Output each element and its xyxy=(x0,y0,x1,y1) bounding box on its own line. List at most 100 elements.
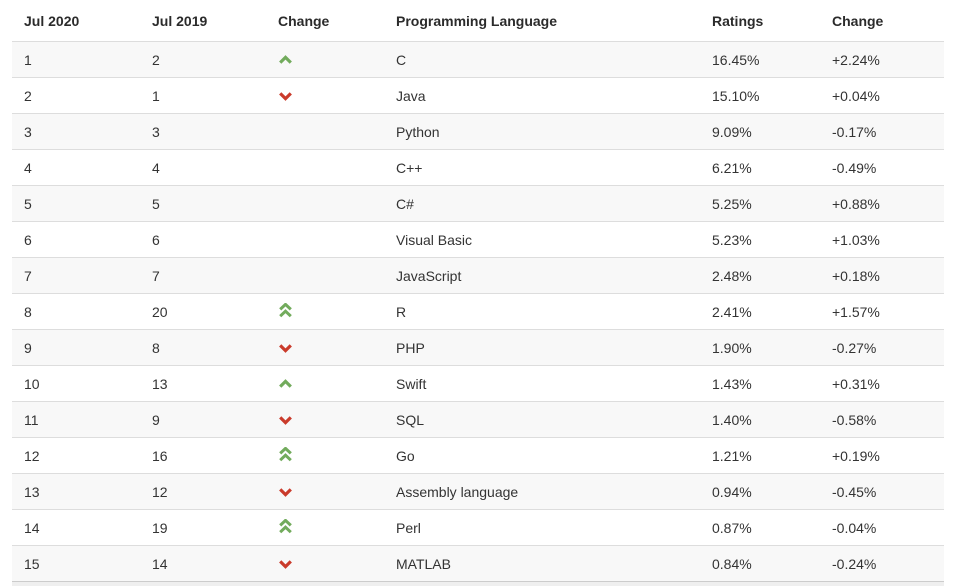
language-cell: Python xyxy=(384,113,700,150)
chevron-down-icon xyxy=(278,91,293,101)
language-cell: R xyxy=(384,293,700,330)
language-cell: PHP xyxy=(384,329,700,366)
rank-previous-cell: 2 xyxy=(140,41,266,78)
rank-previous-cell: 13 xyxy=(140,365,266,402)
column-header-jul-2019: Jul 2019 xyxy=(152,12,208,29)
change-value-cell: -0.24% xyxy=(820,545,944,581)
rank-previous-cell: 4 xyxy=(140,149,266,186)
table-row: 12 16 Go 1.21% +0.19% xyxy=(12,437,944,474)
table-row: 13 12 Assembly language 0.94% -0.45% xyxy=(12,473,944,510)
change-value-cell: +0.31% xyxy=(820,365,944,402)
table-row: 2 1 Java 15.10% +0.04% xyxy=(12,77,944,114)
change-value-cell: +0.88% xyxy=(820,185,944,222)
chevron-down-icon xyxy=(278,343,293,353)
table-row: 14 19 Perl 0.87% -0.04% xyxy=(12,509,944,546)
rank-current-cell: 15 xyxy=(12,545,140,581)
rank-previous-cell: 12 xyxy=(140,473,266,510)
table-row: 3 3 Python 9.09% -0.17% xyxy=(12,113,944,150)
double-chevron-up-icon xyxy=(278,518,293,534)
rank-previous-cell: 19 xyxy=(140,509,266,546)
chevron-down-icon xyxy=(278,559,293,569)
change-arrow-cell xyxy=(266,437,384,474)
double-chevron-up-icon xyxy=(278,302,293,318)
change-arrow-cell xyxy=(266,545,384,581)
ratings-cell: 6.21% xyxy=(700,149,820,186)
change-value-cell: -0.45% xyxy=(820,473,944,510)
table-row: 15 14 MATLAB 0.84% -0.24% xyxy=(12,545,944,581)
tiobe-index-table: Jul 2020 Jul 2019 Change Programming Lan… xyxy=(12,0,944,586)
rank-previous-cell: 7 xyxy=(140,257,266,294)
ratings-cell: 0.87% xyxy=(700,509,820,546)
language-cell: Java xyxy=(384,77,700,114)
change-value-cell: -0.27% xyxy=(820,329,944,366)
change-arrow-cell xyxy=(266,401,384,438)
ranking-table: Jul 2020 Jul 2019 Change Programming Lan… xyxy=(12,0,944,581)
column-header-jul-2020: Jul 2020 xyxy=(24,12,80,29)
column-header-change-value: Change xyxy=(832,12,884,29)
change-arrow-cell xyxy=(266,113,384,150)
ratings-cell: 1.21% xyxy=(700,437,820,474)
chevron-up-icon xyxy=(278,54,293,65)
change-value-cell: +0.18% xyxy=(820,257,944,294)
rank-current-cell: 2 xyxy=(12,77,140,114)
ratings-cell: 5.25% xyxy=(700,185,820,222)
language-cell: Visual Basic xyxy=(384,221,700,258)
change-arrow-cell xyxy=(266,221,384,258)
rank-previous-cell: 1 xyxy=(140,77,266,114)
ratings-cell: 1.40% xyxy=(700,401,820,438)
table-row: 4 4 C++ 6.21% -0.49% xyxy=(12,149,944,186)
ratings-cell: 2.41% xyxy=(700,293,820,330)
language-cell: Assembly language xyxy=(384,473,700,510)
rank-current-cell: 6 xyxy=(12,221,140,258)
rank-previous-cell: 9 xyxy=(140,401,266,438)
change-value-cell: +0.19% xyxy=(820,437,944,474)
change-arrow-cell xyxy=(266,41,384,78)
language-cell: Go xyxy=(384,437,700,474)
rank-current-cell: 1 xyxy=(12,41,140,78)
change-arrow-cell xyxy=(266,365,384,402)
rank-current-cell: 5 xyxy=(12,185,140,222)
language-cell: MATLAB xyxy=(384,545,700,581)
rank-previous-cell: 16 xyxy=(140,437,266,474)
language-cell: C xyxy=(384,41,700,78)
ratings-cell: 2.48% xyxy=(700,257,820,294)
language-cell: SQL xyxy=(384,401,700,438)
table-row: 5 5 C# 5.25% +0.88% xyxy=(12,185,944,222)
rank-current-cell: 8 xyxy=(12,293,140,330)
change-arrow-cell xyxy=(266,149,384,186)
change-arrow-cell xyxy=(266,185,384,222)
ratings-cell: 1.90% xyxy=(700,329,820,366)
ratings-cell: 5.23% xyxy=(700,221,820,258)
rank-previous-cell: 8 xyxy=(140,329,266,366)
change-arrow-cell xyxy=(266,293,384,330)
rank-current-cell: 3 xyxy=(12,113,140,150)
rank-previous-cell: 20 xyxy=(140,293,266,330)
ratings-cell: 0.94% xyxy=(700,473,820,510)
change-value-cell: -0.17% xyxy=(820,113,944,150)
next-row-partial xyxy=(12,581,944,586)
table-row: 8 20 R 2.41% +1.57% xyxy=(12,293,944,330)
change-value-cell: +0.04% xyxy=(820,77,944,114)
ratings-cell: 15.10% xyxy=(700,77,820,114)
ratings-cell: 0.84% xyxy=(700,545,820,581)
language-cell: Swift xyxy=(384,365,700,402)
change-value-cell: +1.03% xyxy=(820,221,944,258)
rank-previous-cell: 3 xyxy=(140,113,266,150)
rank-current-cell: 12 xyxy=(12,437,140,474)
table-row: 6 6 Visual Basic 5.23% +1.03% xyxy=(12,221,944,258)
column-header-ratings: Ratings xyxy=(712,12,764,29)
rank-current-cell: 4 xyxy=(12,149,140,186)
change-arrow-cell xyxy=(266,509,384,546)
chevron-up-icon xyxy=(278,378,293,389)
double-chevron-up-icon xyxy=(278,446,293,462)
column-header-change-arrow: Change xyxy=(278,12,330,29)
table-row: 1 2 C 16.45% +2.24% xyxy=(12,41,944,78)
change-arrow-cell xyxy=(266,257,384,294)
rank-current-cell: 11 xyxy=(12,401,140,438)
rank-previous-cell: 5 xyxy=(140,185,266,222)
rank-current-cell: 13 xyxy=(12,473,140,510)
language-cell: C# xyxy=(384,185,700,222)
table-row: 9 8 PHP 1.90% -0.27% xyxy=(12,329,944,366)
rank-current-cell: 10 xyxy=(12,365,140,402)
table-row: 10 13 Swift 1.43% +0.31% xyxy=(12,365,944,402)
